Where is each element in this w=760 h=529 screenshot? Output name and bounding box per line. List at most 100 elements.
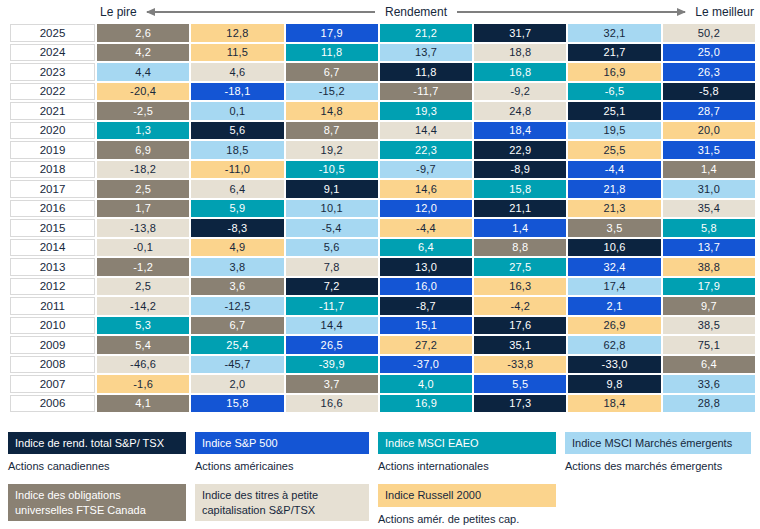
- return-cell-tsxsmall: 2,0: [191, 375, 283, 393]
- table-row: 20252,612,817,921,231,732,150,2: [10, 24, 755, 42]
- return-cell-tsx: 17,6: [474, 317, 566, 335]
- return-cell-eafe: 5,9: [191, 200, 283, 218]
- axis-header: Le pire Rendement Le meilleur: [0, 0, 760, 24]
- return-cell-tsxsmall: -13,8: [97, 219, 189, 237]
- return-cell-eafe: 22,3: [380, 141, 472, 159]
- return-cell-ftse: 5,4: [97, 336, 189, 354]
- return-cell-tsxsmall: 18,8: [474, 44, 566, 62]
- legend-item-em: Indice MSCI Marchés émergents Actions des…: [565, 432, 751, 472]
- table-row: 2014-0,14,95,66,48,810,613,7: [10, 239, 755, 257]
- legend-item-tsx: Indice de rend. total S&P/ TSXActions ca…: [8, 432, 186, 472]
- return-cell-russell: 16,9: [568, 63, 660, 81]
- return-cell-sp500: 26,3: [663, 63, 755, 81]
- year-label: 2010: [10, 317, 95, 335]
- return-cell-tsxsmall: -9,2: [474, 83, 566, 101]
- table-row: 2013-1,23,87,813,027,532,438,8: [10, 258, 755, 276]
- return-cell-em: 28,8: [663, 395, 755, 413]
- return-cell-tsx: -5,8: [663, 83, 755, 101]
- table-row: 20234,44,66,711,816,816,926,3: [10, 63, 755, 81]
- legend-caption-em: Actions des marchés émergents: [565, 460, 722, 472]
- worst-label: Le pire: [100, 5, 137, 19]
- return-cell-ftse: 4,1: [97, 395, 189, 413]
- return-cell-em: 32,1: [568, 24, 660, 42]
- return-cell-ftse: 2,6: [97, 24, 189, 42]
- year-label: 2018: [10, 161, 95, 179]
- year-label: 2006: [10, 395, 95, 413]
- return-cell-tsxsmall: -18,2: [97, 161, 189, 179]
- return-cell-tsx: 31,7: [474, 24, 566, 42]
- return-cell-eafe: 16,9: [380, 395, 472, 413]
- legend-chip-ftse: Indice des obligations universelles FTSE…: [8, 484, 186, 521]
- return-cell-em: 3,8: [191, 258, 283, 276]
- right-arrow-line: [457, 11, 685, 13]
- return-cell-tsxsmall: 16,6: [286, 395, 378, 413]
- return-cell-eafe: -10,5: [286, 161, 378, 179]
- return-cell-sp500: 32,4: [568, 258, 660, 276]
- return-cell-em: 62,8: [568, 336, 660, 354]
- legend-chip-em: Indice MSCI Marchés émergents: [565, 432, 751, 454]
- return-cell-em: 19,5: [568, 122, 660, 140]
- return-cell-sp500: 25,0: [663, 44, 755, 62]
- return-cell-em: 18,5: [191, 141, 283, 159]
- return-cell-russell: 25,5: [568, 141, 660, 159]
- year-label: 2015: [10, 219, 95, 237]
- return-cell-ftse: -1,2: [97, 258, 189, 276]
- return-cell-tsx: 9,1: [286, 180, 378, 198]
- return-cell-tsxsmall: 4,6: [191, 63, 283, 81]
- table-row: 20105,36,714,415,117,626,938,5: [10, 317, 755, 335]
- table-row: 2022-20,4-18,1-15,2-11,7-9,2-6,5-5,8: [10, 83, 755, 101]
- return-cell-em: 10,1: [286, 200, 378, 218]
- legend-caption-eafe: Actions internationales: [378, 460, 489, 472]
- return-cell-russell: 20,0: [663, 122, 755, 140]
- table-row: 20201,35,68,714,418,419,520,0: [10, 122, 755, 140]
- return-cell-tsx: 11,8: [380, 63, 472, 81]
- legend-item-russell: Indice Russell 2000Actions amér. de peti…: [378, 484, 556, 524]
- return-cell-ftse: 9,7: [663, 297, 755, 315]
- return-cell-ftse: 3,5: [568, 219, 660, 237]
- return-cell-ftse: 6,7: [191, 317, 283, 335]
- return-cell-tsx: 22,9: [474, 141, 566, 159]
- left-arrow-line: [147, 11, 375, 13]
- return-cell-sp500: 12,0: [380, 200, 472, 218]
- return-cell-russell: 14,8: [286, 102, 378, 120]
- return-cell-tsx: 7,2: [286, 278, 378, 296]
- legend-item-eafe: Indice MSCI EAEOActions internationales: [378, 432, 556, 472]
- legend: Indice de rend. total S&P/ TSXActions ca…: [8, 432, 760, 529]
- return-cell-sp500: 31,5: [663, 141, 755, 159]
- return-cell-russell: 26,9: [568, 317, 660, 335]
- return-cell-em: 5,6: [286, 239, 378, 257]
- return-cell-ftse: 8,7: [286, 122, 378, 140]
- year-label: 2009: [10, 336, 95, 354]
- return-cell-tsx: 5,6: [191, 122, 283, 140]
- return-cell-russell: 14,6: [380, 180, 472, 198]
- return-cell-tsx: 25,1: [568, 102, 660, 120]
- return-cell-em: -45,7: [191, 356, 283, 374]
- return-cell-eafe: 16,8: [474, 63, 566, 81]
- year-label: 2017: [10, 180, 95, 198]
- return-cell-tsxsmall: 75,1: [663, 336, 755, 354]
- year-label: 2007: [10, 375, 95, 393]
- return-cell-ftse: 4,2: [97, 44, 189, 62]
- return-cell-sp500: 15,1: [380, 317, 472, 335]
- return-cell-sp500: 16,0: [380, 278, 472, 296]
- return-cell-ftse: 2,5: [97, 180, 189, 198]
- axis-title: Rendement: [385, 5, 447, 19]
- year-label: 2016: [10, 200, 95, 218]
- return-cell-tsxsmall: -46,6: [97, 356, 189, 374]
- legend-item-sp500: Indice S&P 500Actions américaines: [195, 432, 369, 472]
- year-label: 2019: [10, 141, 95, 159]
- return-cell-ftse: -11,7: [380, 83, 472, 101]
- legend-caption-sp500: Actions américaines: [195, 460, 293, 472]
- return-cell-sp500: 21,8: [568, 180, 660, 198]
- return-cell-eafe: 6,4: [380, 239, 472, 257]
- return-cell-tsx: -8,7: [380, 297, 472, 315]
- table-row: 2007-1,62,03,74,05,59,833,6: [10, 375, 755, 393]
- return-cell-russell: 21,3: [568, 200, 660, 218]
- return-cell-tsx: -33,0: [568, 356, 660, 374]
- return-cell-russell: -4,2: [474, 297, 566, 315]
- return-cell-em: 14,4: [286, 317, 378, 335]
- table-row: 20122,53,67,216,016,317,417,9: [10, 278, 755, 296]
- return-cell-ftse: 3,6: [191, 278, 283, 296]
- year-label: 2012: [10, 278, 95, 296]
- return-cell-sp500: 2,1: [568, 297, 660, 315]
